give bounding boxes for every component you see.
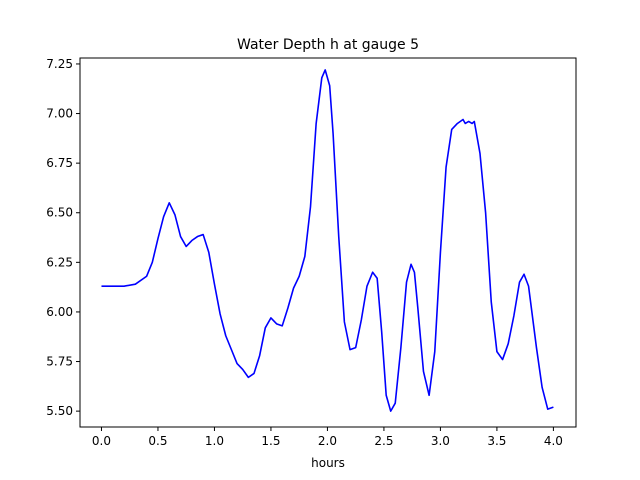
x-tick-label: 3.0 — [431, 434, 450, 448]
chart-title: Water Depth h at gauge 5 — [237, 37, 419, 53]
y-tick-label: 6.75 — [46, 156, 73, 170]
y-tick-label: 5.50 — [46, 404, 73, 418]
plot-area — [101, 69, 554, 412]
x-tick-label: 2.5 — [374, 434, 393, 448]
y-tick-label: 5.75 — [46, 355, 73, 369]
y-tick-label: 7.25 — [46, 57, 73, 71]
y-axis: 5.50 5.75 6.00 6.25 6.50 6.75 7.00 7.25 — [46, 57, 80, 418]
x-axis-label: hours — [311, 456, 345, 470]
x-tick-label: 4.0 — [544, 434, 563, 448]
x-tick-label: 1.5 — [261, 434, 280, 448]
y-tick-label: 7.00 — [46, 107, 73, 121]
x-axis: 0.0 0.5 1.0 1.5 2.0 2.5 3.0 3.5 4.0 — [92, 427, 563, 448]
plot-frame — [79, 57, 577, 428]
y-tick-label: 6.50 — [46, 206, 73, 220]
x-tick-label: 0.0 — [92, 434, 111, 448]
y-tick-label: 6.00 — [46, 305, 73, 319]
x-tick-label: 3.5 — [487, 434, 506, 448]
x-tick-label: 0.5 — [148, 434, 167, 448]
y-tick-label: 6.25 — [46, 255, 73, 269]
series-line-0 — [101, 69, 554, 412]
x-tick-label: 2.0 — [318, 434, 337, 448]
x-tick-label: 1.0 — [205, 434, 224, 448]
